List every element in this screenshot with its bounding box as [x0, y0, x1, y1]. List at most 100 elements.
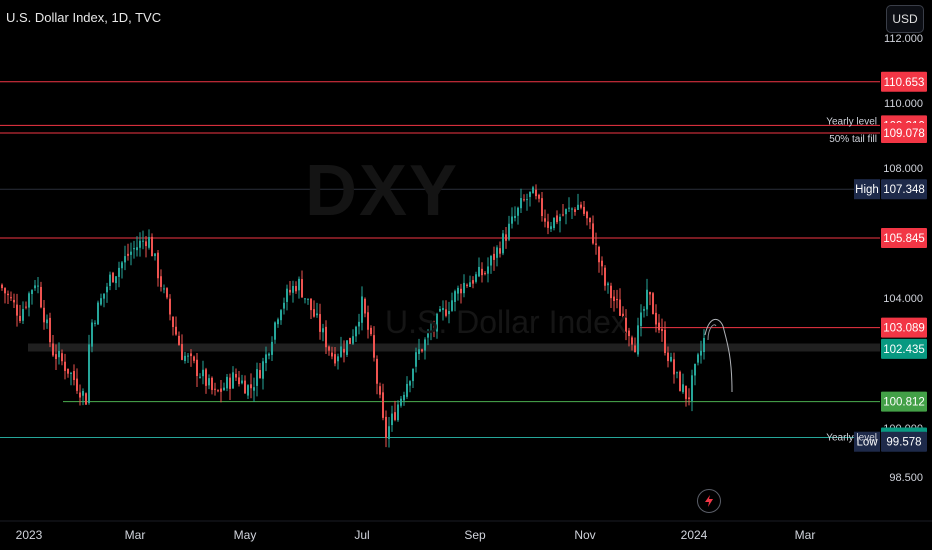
candle-body[interactable]: [394, 412, 396, 420]
candle-body[interactable]: [229, 377, 231, 389]
candle-body[interactable]: [391, 413, 393, 426]
candle-body[interactable]: [31, 290, 33, 295]
candle-body[interactable]: [517, 207, 519, 216]
candle-body[interactable]: [325, 326, 327, 348]
candle-body[interactable]: [166, 288, 168, 298]
candle-body[interactable]: [271, 341, 273, 355]
candle-body[interactable]: [370, 327, 372, 335]
candle-body[interactable]: [214, 388, 216, 390]
candle-body[interactable]: [592, 223, 594, 244]
candle-body[interactable]: [322, 328, 324, 333]
candle-body[interactable]: [520, 198, 522, 209]
candle-body[interactable]: [7, 293, 9, 296]
candle-body[interactable]: [652, 293, 654, 315]
candle-body[interactable]: [487, 266, 489, 274]
candle-body[interactable]: [310, 298, 312, 311]
candle-body[interactable]: [535, 189, 537, 197]
candle-body[interactable]: [643, 309, 645, 311]
candle-body[interactable]: [463, 282, 465, 294]
candle-body[interactable]: [154, 253, 156, 257]
candle-body[interactable]: [373, 335, 375, 358]
candle-body[interactable]: [178, 335, 180, 346]
candle-body[interactable]: [208, 378, 210, 386]
candle-body[interactable]: [451, 300, 453, 311]
candle-body[interactable]: [160, 276, 162, 287]
candle-body[interactable]: [361, 296, 363, 323]
candle-body[interactable]: [64, 361, 66, 371]
candle-body[interactable]: [484, 273, 486, 275]
candle-body[interactable]: [469, 282, 471, 287]
projection-path[interactable]: [704, 318, 733, 393]
candle-body[interactable]: [70, 372, 72, 374]
candle-body[interactable]: [217, 390, 219, 392]
candle-body[interactable]: [430, 330, 432, 332]
candle-body[interactable]: [196, 359, 198, 377]
candle-body[interactable]: [379, 386, 381, 395]
candle-body[interactable]: [493, 253, 495, 260]
candle-body[interactable]: [583, 206, 585, 214]
candle-body[interactable]: [103, 293, 105, 299]
candle-body[interactable]: [376, 358, 378, 384]
candle-body[interactable]: [133, 248, 135, 250]
candle-body[interactable]: [256, 369, 258, 386]
candle-body[interactable]: [679, 371, 681, 391]
candle-body[interactable]: [481, 268, 483, 276]
candle-body[interactable]: [4, 288, 6, 294]
candle-body[interactable]: [55, 354, 57, 359]
candle-body[interactable]: [52, 343, 54, 356]
candle-body[interactable]: [691, 375, 693, 401]
candle-body[interactable]: [547, 221, 549, 228]
candle-body[interactable]: [526, 199, 528, 201]
candle-body[interactable]: [670, 356, 672, 362]
candle-body[interactable]: [331, 352, 333, 357]
candle-body[interactable]: [616, 299, 618, 301]
candle-body[interactable]: [211, 377, 213, 390]
candle-body[interactable]: [460, 288, 462, 294]
candle-body[interactable]: [496, 247, 498, 258]
candle-body[interactable]: [574, 209, 576, 212]
currency-button[interactable]: USD: [886, 5, 924, 33]
candle-body[interactable]: [604, 267, 606, 286]
candle-body[interactable]: [649, 291, 651, 295]
candle-body[interactable]: [562, 214, 564, 216]
candle-body[interactable]: [424, 339, 426, 351]
candle-body[interactable]: [223, 387, 225, 391]
candle-body[interactable]: [235, 374, 237, 378]
candle-body[interactable]: [112, 272, 114, 283]
candle-body[interactable]: [658, 322, 660, 331]
candle-body[interactable]: [502, 233, 504, 254]
candle-body[interactable]: [286, 288, 288, 302]
candle-body[interactable]: [121, 262, 123, 269]
candle-body[interactable]: [406, 383, 408, 397]
candle-body[interactable]: [136, 247, 138, 251]
candle-body[interactable]: [673, 359, 675, 375]
candle-body[interactable]: [307, 298, 309, 300]
lightning-icon[interactable]: [697, 489, 721, 513]
candle-body[interactable]: [667, 352, 669, 362]
candle-body[interactable]: [232, 372, 234, 389]
candle-body[interactable]: [10, 297, 12, 299]
candle-body[interactable]: [193, 356, 195, 361]
candle-body[interactable]: [274, 322, 276, 340]
candle-body[interactable]: [337, 356, 339, 362]
candle-body[interactable]: [181, 344, 183, 360]
candle-body[interactable]: [61, 353, 63, 362]
candle-body[interactable]: [184, 355, 186, 361]
candle-body[interactable]: [247, 385, 249, 396]
candle-body[interactable]: [568, 207, 570, 209]
candle-body[interactable]: [421, 349, 423, 352]
candle-body[interactable]: [283, 302, 285, 309]
candle-body[interactable]: [397, 404, 399, 421]
candle-body[interactable]: [76, 378, 78, 391]
candle-body[interactable]: [610, 285, 612, 299]
candle-body[interactable]: [172, 316, 174, 328]
candle-body[interactable]: [148, 237, 150, 248]
candle-body[interactable]: [511, 216, 513, 224]
candle-body[interactable]: [295, 286, 297, 292]
candle-body[interactable]: [472, 280, 474, 284]
candle-body[interactable]: [241, 380, 243, 384]
candle-body[interactable]: [22, 308, 24, 321]
candle-body[interactable]: [565, 209, 567, 215]
candle-body[interactable]: [202, 369, 204, 377]
